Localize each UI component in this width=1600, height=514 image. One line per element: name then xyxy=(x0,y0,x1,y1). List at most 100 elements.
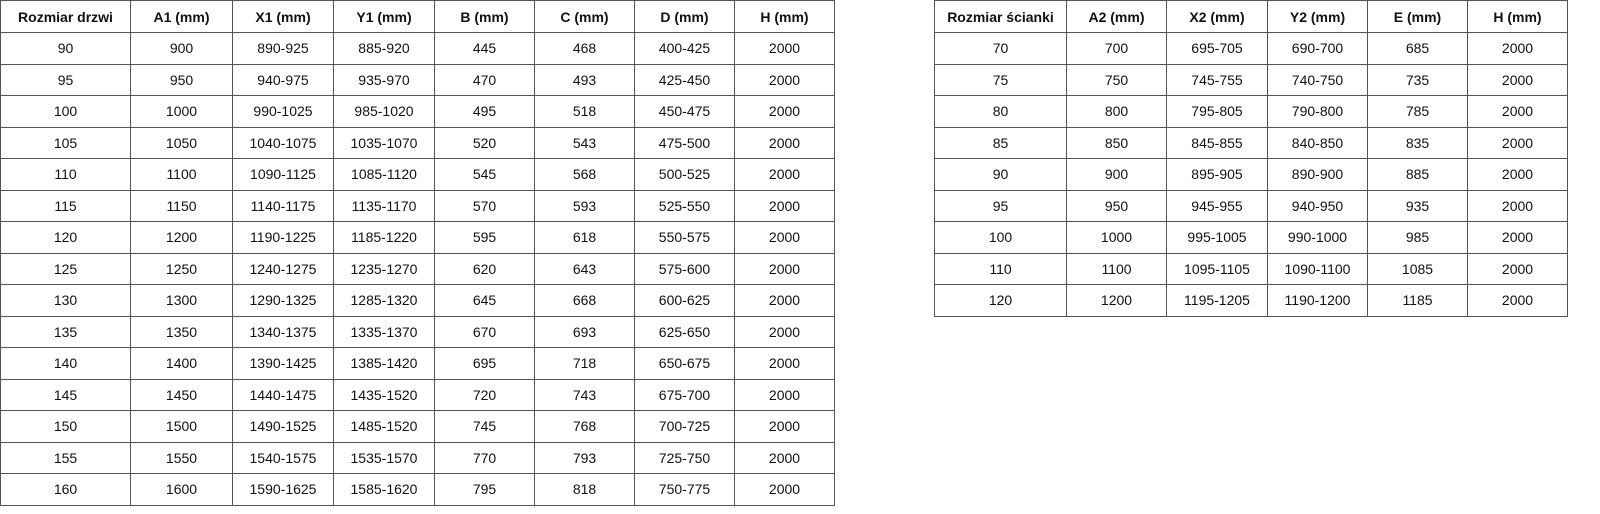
table-cell: 935-970 xyxy=(333,63,435,96)
table-cell: 70 xyxy=(934,32,1067,65)
table-cell: 115 xyxy=(0,189,131,222)
table-row: 105 1050 1040-1075 1035-1070 520 543 475-500 20… xyxy=(0,126,835,159)
table-cell: 618 xyxy=(534,221,635,254)
table-cell: 125 xyxy=(0,252,131,285)
table-cell: 568 xyxy=(534,158,635,191)
table-cell: 1540-1575 xyxy=(232,441,334,474)
table-cell: 110 xyxy=(934,252,1067,285)
table-cell: 2000 xyxy=(1467,189,1568,222)
table-cell: 1040-1075 xyxy=(232,126,334,159)
table-cell: 1135-1170 xyxy=(333,189,435,222)
table-cell: 1000 xyxy=(1066,221,1167,254)
table-cell: 745-755 xyxy=(1166,63,1268,96)
table-cell: 700 xyxy=(1066,32,1167,65)
table-cell: 1140-1175 xyxy=(232,189,334,222)
table-cell: 1390-1425 xyxy=(232,347,334,380)
table-cell: 1440-1475 xyxy=(232,378,334,411)
table-cell: 1100 xyxy=(1066,252,1167,285)
table-row: 115 1150 1140-1175 1135-1170 570 593 525-550 20… xyxy=(0,189,835,222)
table-cell: 1000 xyxy=(130,95,233,128)
table-cell: 750 xyxy=(1066,63,1167,96)
table-cell: 450-475 xyxy=(634,95,735,128)
table-cell: 795 xyxy=(434,473,535,506)
table-cell: 1200 xyxy=(130,221,233,254)
table-row: 85 850 845-855 840-850 835 2000 xyxy=(934,126,1568,159)
table-cell: 2000 xyxy=(1467,126,1568,159)
table-cell: 90 xyxy=(0,32,131,65)
table-cell: 790-800 xyxy=(1267,95,1368,128)
table-cell: 940-950 xyxy=(1267,189,1368,222)
table-cell: 1095-1105 xyxy=(1166,252,1268,285)
table-cell: 1285-1320 xyxy=(333,284,435,317)
table-cell: 890-900 xyxy=(1267,158,1368,191)
table-cell: 643 xyxy=(534,252,635,285)
table-row: 120 1200 1190-1225 1185-1220 595 618 550-575 20… xyxy=(0,221,835,254)
table-cell: 950 xyxy=(1066,189,1167,222)
table-cell: 685 xyxy=(1367,32,1468,65)
table-row: 90 900 890-925 885-920 445 468 400-425 2000 xyxy=(0,32,835,65)
column-header: Rozmiar ścianki xyxy=(934,0,1067,33)
column-header: D (mm) xyxy=(634,0,735,33)
table-cell: 120 xyxy=(0,221,131,254)
table-cell: 650-675 xyxy=(634,347,735,380)
table-cell: 990-1000 xyxy=(1267,221,1368,254)
table-cell: 110 xyxy=(0,158,131,191)
table-cell: 2000 xyxy=(734,158,835,191)
table-row: 95 950 940-975 935-970 470 493 425-450 2000 xyxy=(0,63,835,96)
table-cell: 1085 xyxy=(1367,252,1468,285)
table-cell: 75 xyxy=(934,63,1067,96)
table-cell: 1185 xyxy=(1367,284,1468,317)
table-cell: 1485-1520 xyxy=(333,410,435,443)
table-cell: 2000 xyxy=(734,347,835,380)
table-cell: 818 xyxy=(534,473,635,506)
table-cell: 1450 xyxy=(130,378,233,411)
table-row: 75 750 745-755 740-750 735 2000 xyxy=(934,63,1568,96)
table-cell: 795-805 xyxy=(1166,95,1268,128)
table-cell: 1090-1100 xyxy=(1267,252,1368,285)
table-cell: 645 xyxy=(434,284,535,317)
table-cell: 2000 xyxy=(734,410,835,443)
table-cell: 2000 xyxy=(1467,158,1568,191)
table-cell: 695-705 xyxy=(1166,32,1268,65)
table-cell: 2000 xyxy=(1467,32,1568,65)
table-cell: 900 xyxy=(1066,158,1167,191)
table-cell: 400-425 xyxy=(634,32,735,65)
table-cell: 1190-1200 xyxy=(1267,284,1368,317)
table-cell: 85 xyxy=(934,126,1067,159)
table-cell: 1600 xyxy=(130,473,233,506)
table-cell: 2000 xyxy=(1467,95,1568,128)
table-cell: 550-575 xyxy=(634,221,735,254)
table-cell: 793 xyxy=(534,441,635,474)
table-cell: 500-525 xyxy=(634,158,735,191)
table-cell: 840-850 xyxy=(1267,126,1368,159)
wall-dimensions-table: Rozmiar ścianki A2 (mm) X2 (mm) Y2 (mm) E (m… xyxy=(934,0,1568,317)
table-cell: 768 xyxy=(534,410,635,443)
table-cell: 1300 xyxy=(130,284,233,317)
table-cell: 1550 xyxy=(130,441,233,474)
table-cell: 468 xyxy=(534,32,635,65)
table-cell: 1185-1220 xyxy=(333,221,435,254)
table-cell: 570 xyxy=(434,189,535,222)
table-cell: 743 xyxy=(534,378,635,411)
table-row: 110 1100 1090-1125 1085-1120 545 568 500-525 20… xyxy=(0,158,835,191)
table-cell: 620 xyxy=(434,252,535,285)
table-cell: 520 xyxy=(434,126,535,159)
table-cell: 2000 xyxy=(734,221,835,254)
table-cell: 900 xyxy=(130,32,233,65)
table-cell: 785 xyxy=(1367,95,1468,128)
table-cell: 95 xyxy=(0,63,131,96)
table-row: 80 800 795-805 790-800 785 2000 xyxy=(934,95,1568,128)
table-row: 95 950 945-955 940-950 935 2000 xyxy=(934,189,1568,222)
table-cell: 625-650 xyxy=(634,315,735,348)
table-cell: 2000 xyxy=(734,473,835,506)
table-cell: 2000 xyxy=(734,126,835,159)
table-cell: 2000 xyxy=(734,95,835,128)
table-cell: 735 xyxy=(1367,63,1468,96)
table-cell: 890-925 xyxy=(232,32,334,65)
table-cell: 135 xyxy=(0,315,131,348)
table-cell: 770 xyxy=(434,441,535,474)
table-cell: 950 xyxy=(130,63,233,96)
table-cell: 160 xyxy=(0,473,131,506)
table-cell: 543 xyxy=(534,126,635,159)
table-cell: 1090-1125 xyxy=(232,158,334,191)
